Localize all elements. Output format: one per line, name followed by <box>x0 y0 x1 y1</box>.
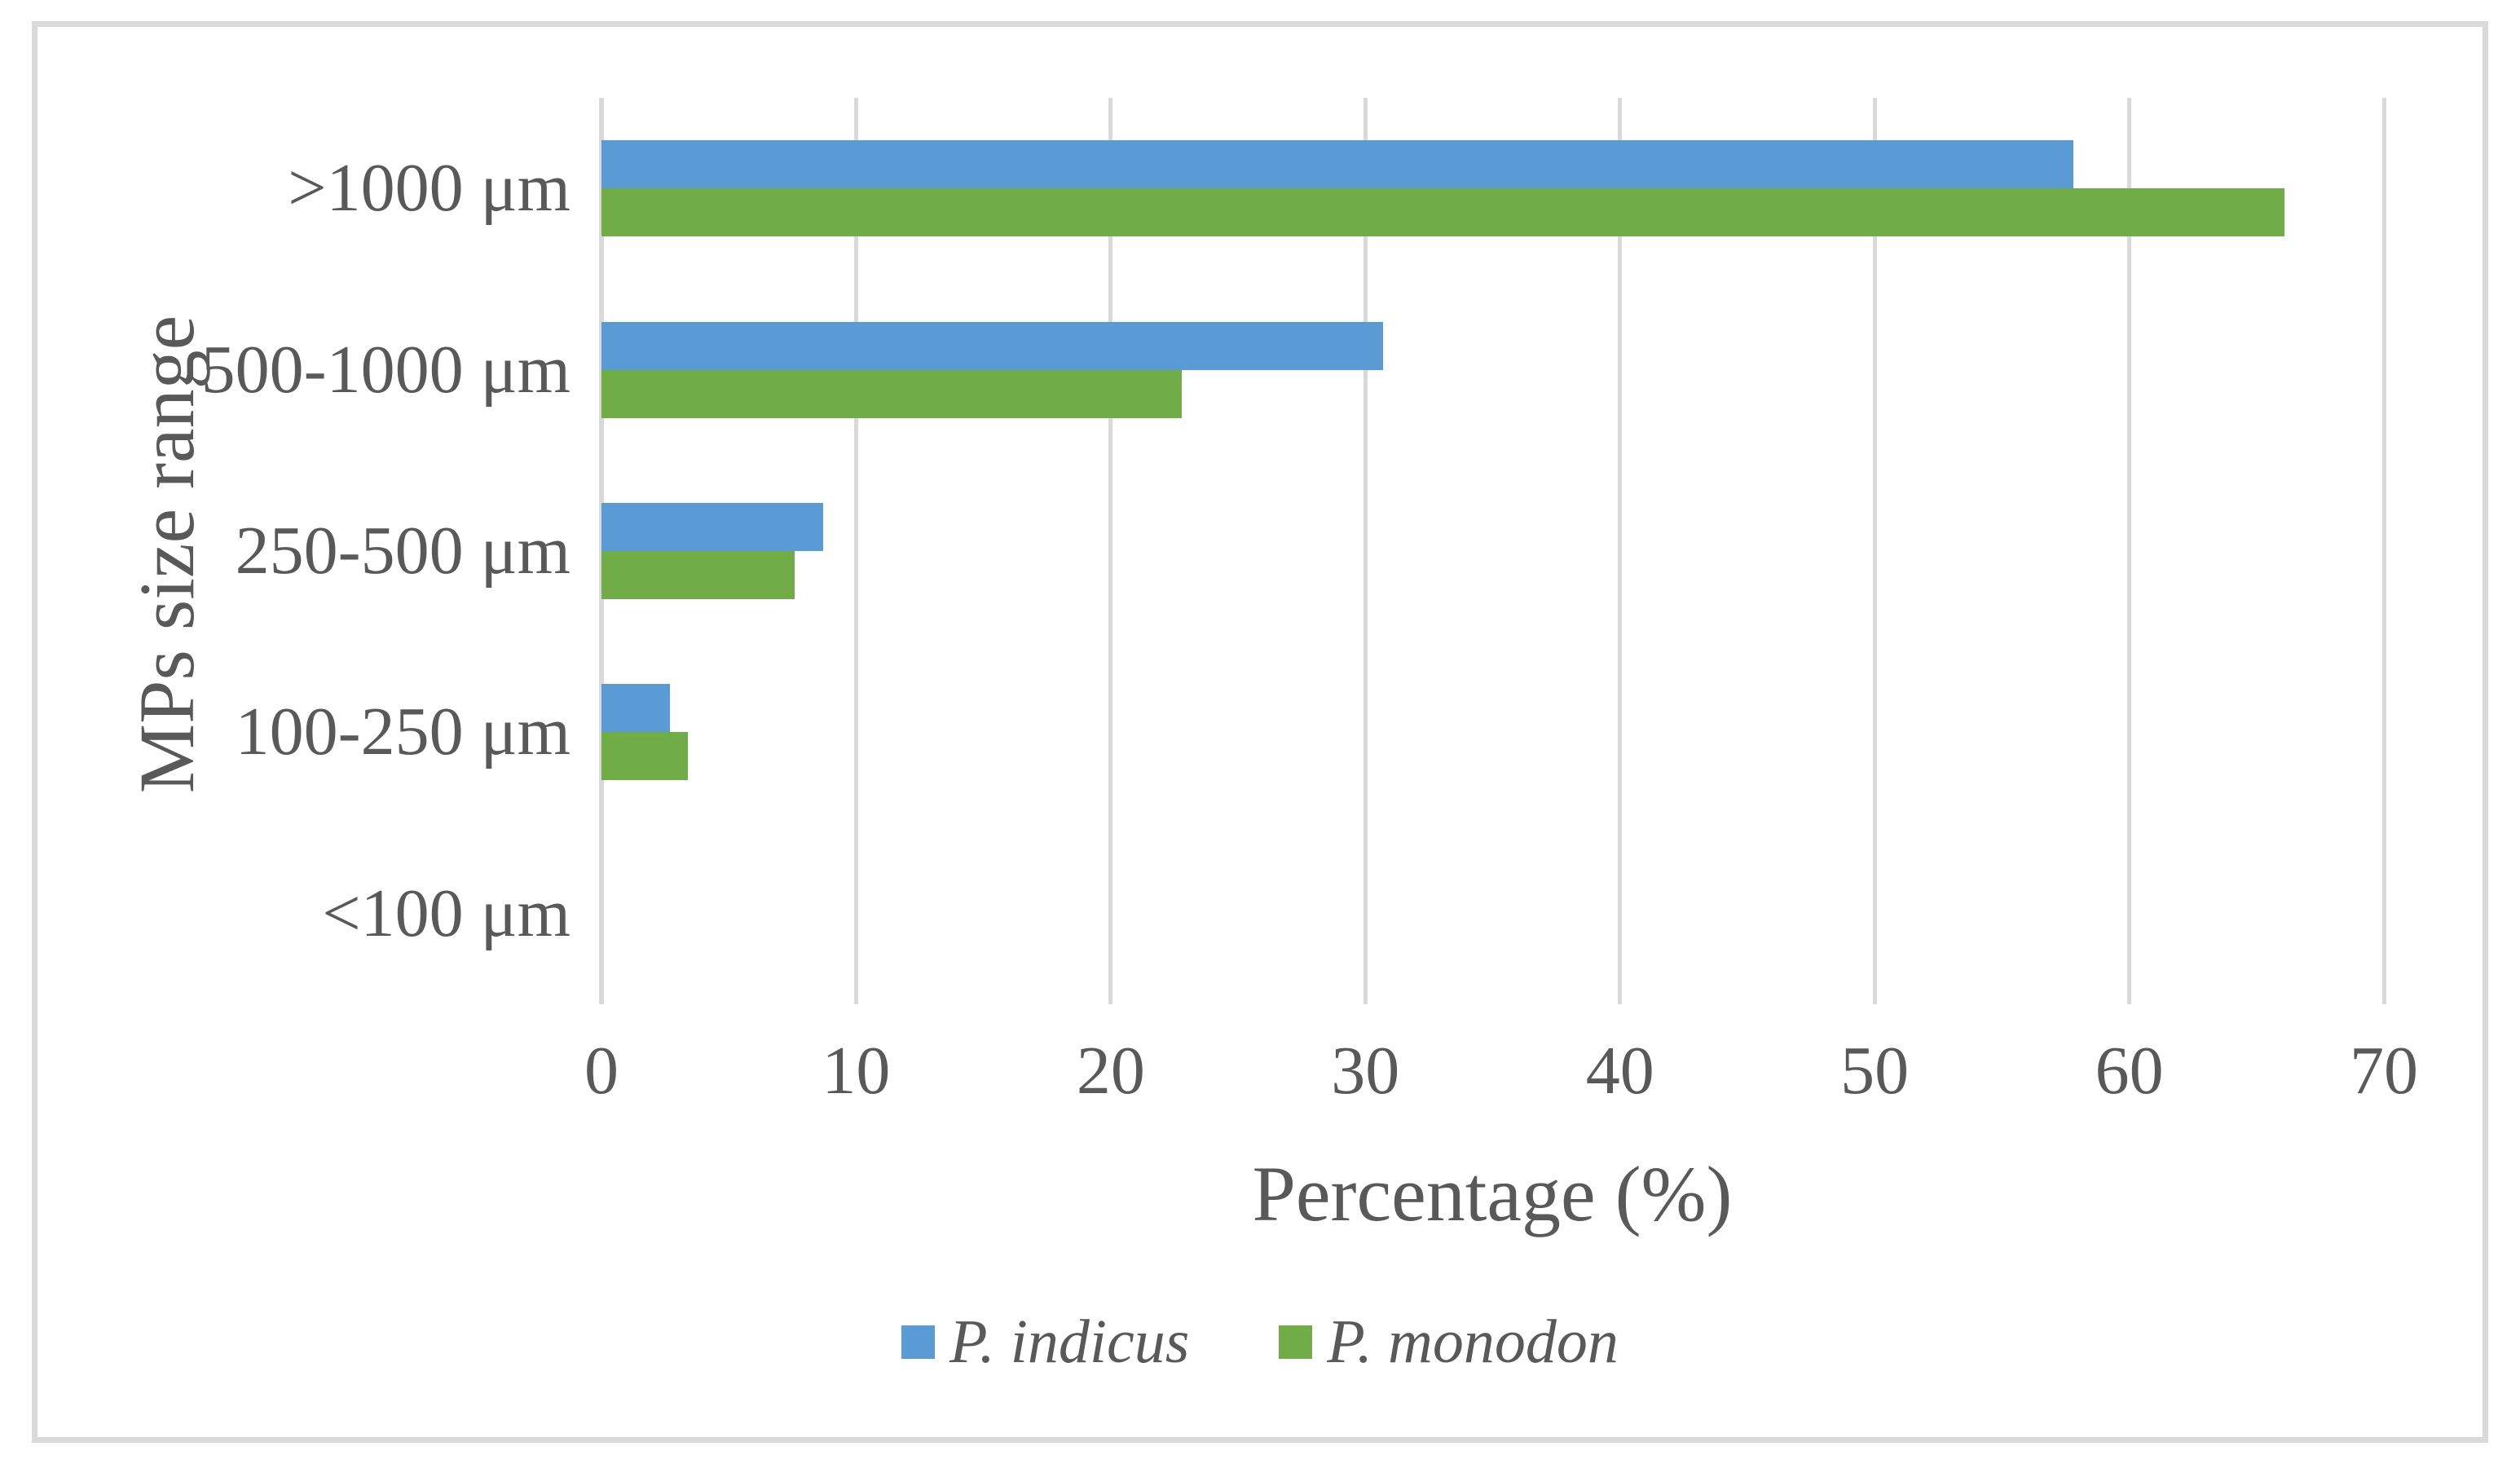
x-tick-label: 30 <box>1331 1033 1400 1109</box>
figure-border-frame <box>32 21 2488 1443</box>
x-tick-label: 40 <box>1585 1033 1654 1109</box>
bar-p-monodon <box>601 551 795 599</box>
legend-label-p-monodon: P. monodon <box>1327 1307 1619 1376</box>
gridline <box>1618 98 1623 1004</box>
gridline <box>1108 98 1113 1004</box>
legend-swatch-p-monodon <box>1279 1325 1313 1359</box>
bar-p-monodon <box>601 188 2285 237</box>
gridline <box>1363 98 1368 1004</box>
bar-p-monodon <box>601 732 689 781</box>
x-tick-label: 60 <box>2095 1033 2164 1109</box>
legend-item-p-monodon: P. monodon <box>1279 1311 1619 1373</box>
gridline <box>853 98 858 1004</box>
bar-p-indicus <box>601 321 1384 370</box>
bar-p-monodon <box>601 369 1183 418</box>
legend: P. indicus P. monodon <box>0 1311 2520 1373</box>
bar-p-indicus <box>601 684 671 733</box>
x-tick-label: 70 <box>2350 1033 2418 1109</box>
category-label: 500-1000 μm <box>200 331 571 408</box>
bar-p-indicus <box>601 140 2073 189</box>
x-axis-title: Percentage (%) <box>1252 1150 1733 1237</box>
category-label: 100-250 μm <box>235 694 571 770</box>
bar-p-indicus <box>601 503 823 551</box>
legend-swatch-p-indicus <box>901 1325 936 1359</box>
x-tick-label: 0 <box>584 1033 619 1109</box>
category-label: <100 μm <box>322 875 571 951</box>
legend-item-p-indicus: P. indicus <box>901 1311 1189 1373</box>
x-tick-label: 10 <box>822 1033 891 1109</box>
y-axis-title: MPs size range <box>123 315 211 794</box>
category-label: >1000 μm <box>288 150 571 227</box>
plot-area <box>599 98 2386 1004</box>
x-tick-label: 20 <box>1076 1033 1145 1109</box>
gridline <box>2127 98 2132 1004</box>
category-label: 250-500 μm <box>235 513 571 589</box>
legend-label-p-indicus: P. indicus <box>949 1307 1190 1376</box>
x-tick-label: 50 <box>1840 1033 1910 1109</box>
gridline <box>2381 98 2386 1004</box>
gridline <box>1872 98 1877 1004</box>
